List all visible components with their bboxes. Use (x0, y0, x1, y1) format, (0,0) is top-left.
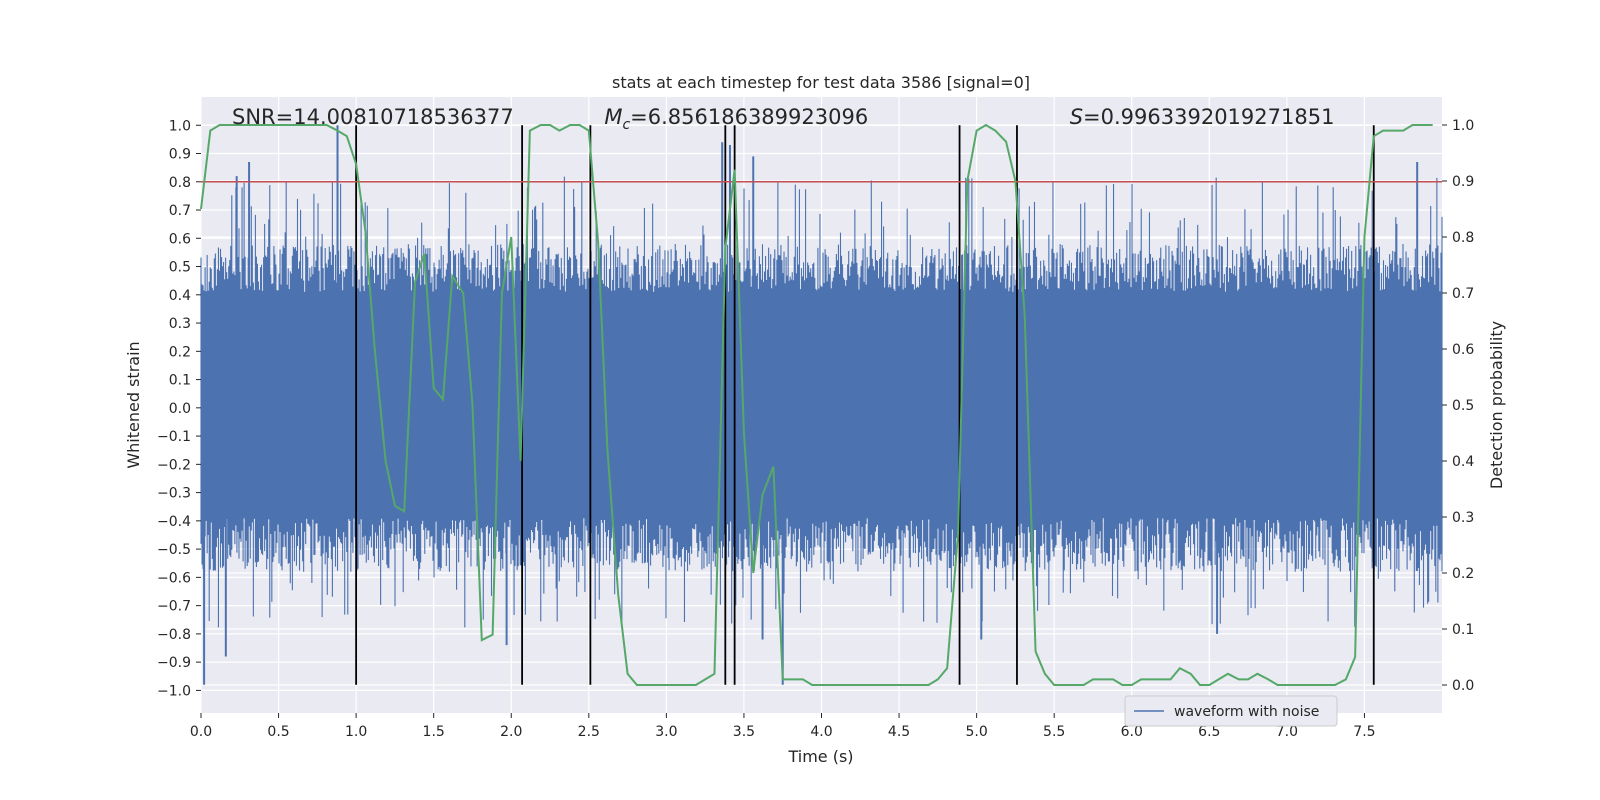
y-axis-left-label: Whitened strain (124, 341, 143, 468)
y-left-tick-label: −0.8 (157, 627, 191, 643)
x-tick-label: 0.0 (190, 724, 212, 740)
x-tick-label: 7.0 (1276, 724, 1298, 740)
y-right-tick-label: 0.9 (1452, 174, 1474, 190)
y-right-tick-label: 1.0 (1452, 118, 1474, 134)
x-tick-label: 4.5 (888, 724, 910, 740)
y-left-tick-label: 0.7 (169, 203, 191, 219)
score-symbol: S (1070, 105, 1083, 129)
y-left-tick-label: 0.1 (169, 373, 191, 389)
x-axis-label: Time (s) (787, 747, 853, 766)
y-left-tick-label: 0.3 (169, 316, 191, 332)
legend-label-waveform: waveform with noise (1174, 704, 1319, 720)
x-tick-label: 0.5 (267, 724, 289, 740)
x-tick-label: 3.5 (733, 724, 755, 740)
y-left-tick-label: 0.6 (169, 231, 191, 247)
y-left-tick-label: −0.7 (157, 599, 191, 615)
x-tick-label: 2.0 (500, 724, 522, 740)
y-left-tick-label: 0.8 (169, 175, 191, 191)
y-axis-left: −1.0 −0.9 −0.8 −0.7 −0.6 −0.5 −0.4 −0.3 −0.2 −0.1… (157, 118, 201, 699)
y-left-tick-label: −1.0 (157, 683, 191, 699)
y-left-tick-label: −0.6 (157, 570, 191, 586)
y-left-tick-label: −0.4 (157, 514, 191, 530)
y-right-tick-label: 0.7 (1452, 286, 1474, 302)
chirp-mass-annotation: Mc=6.856186389923096 (604, 105, 868, 133)
y-left-tick-label: 1.0 (169, 118, 191, 134)
chart-title: stats at each timestep for test data 358… (612, 73, 1030, 92)
y-right-tick-label: 0.1 (1452, 622, 1474, 638)
x-tick-label: 5.0 (965, 724, 987, 740)
y-axis-right: 0.0 0.1 0.2 0.3 0.4 0.5 0.6 0.7 0.8 0.9 1.0 (1442, 118, 1474, 694)
y-right-tick-label: 0.3 (1452, 510, 1474, 526)
legend-box (1124, 695, 1338, 727)
x-tick-label: 6.5 (1198, 724, 1220, 740)
x-tick-label: 6.0 (1121, 724, 1143, 740)
y-left-tick-label: −0.9 (157, 655, 191, 671)
snr-annotation: SNR=14.00810718536377 (232, 105, 514, 129)
y-left-tick-label: 0.5 (169, 260, 191, 276)
score-value: =0.9963392019271851 (1083, 105, 1334, 129)
y-left-tick-label: 0.4 (169, 288, 191, 304)
y-left-tick-label: 0.0 (169, 401, 191, 417)
score-annotation: S=0.9963392019271851 (1070, 105, 1335, 129)
waveform-core (201, 291, 1442, 519)
y-right-tick-label: 0.8 (1452, 230, 1474, 246)
chirp-mass-symbol: M (604, 105, 622, 129)
x-tick-label: 1.5 (423, 724, 445, 740)
y-right-tick-label: 0.6 (1452, 342, 1474, 358)
y-left-tick-label: −0.5 (157, 542, 191, 558)
y-left-tick-label: 0.9 (169, 147, 191, 163)
y-left-tick-label: −0.3 (157, 486, 191, 502)
chirp-mass-subscript: c (622, 117, 630, 133)
probability-series (200, 123, 1433, 686)
y-right-tick-label: 0.2 (1452, 566, 1474, 582)
y-axis-right-label: Detection probability (1487, 321, 1506, 489)
x-tick-label: 3.0 (655, 724, 677, 740)
probability-line (200, 123, 1433, 686)
y-left-tick-label: −0.1 (157, 429, 191, 445)
y-right-tick-label: 0.0 (1452, 678, 1474, 694)
x-tick-label: 7.5 (1353, 724, 1375, 740)
x-tick-label: 2.5 (578, 724, 600, 740)
y-left-tick-label: 0.2 (169, 344, 191, 360)
chirp-mass-value: =6.856186389923096 (630, 105, 868, 129)
x-tick-label: 1.0 (345, 724, 367, 740)
y-left-tick-label: −0.2 (157, 457, 191, 473)
y-right-tick-label: 0.5 (1452, 398, 1474, 414)
x-tick-label: 4.0 (810, 724, 832, 740)
x-tick-label: 5.5 (1043, 724, 1065, 740)
y-right-tick-label: 0.4 (1452, 454, 1474, 470)
legend: waveform with noise (1124, 695, 1338, 727)
